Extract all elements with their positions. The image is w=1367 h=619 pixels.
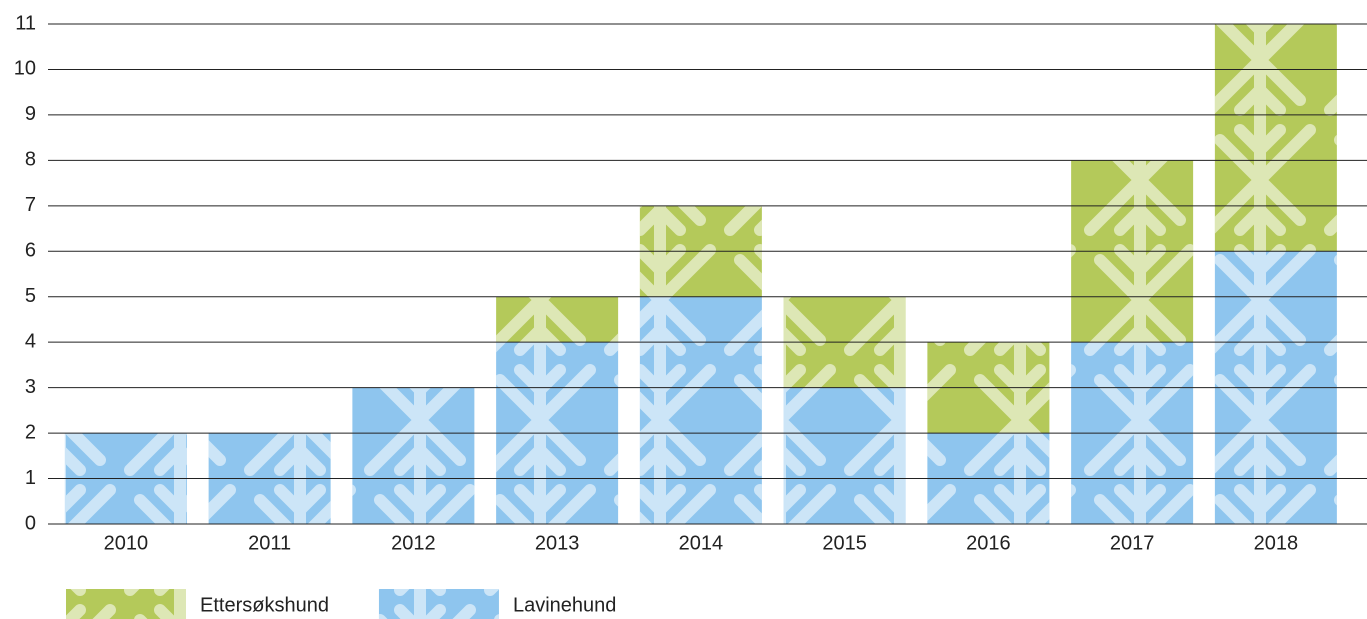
- y-tick-label: 8: [25, 149, 36, 171]
- x-tick-label: 2018: [1254, 532, 1299, 554]
- x-tick-label: 2010: [104, 532, 149, 554]
- bar-pattern: [496, 297, 618, 342]
- x-tick-label: 2013: [535, 532, 580, 554]
- bar-pattern: [640, 297, 762, 524]
- x-tick-label: 2011: [248, 532, 291, 554]
- y-tick-label: 9: [25, 103, 36, 125]
- y-tick-label: 6: [25, 240, 36, 262]
- y-tick-label: 3: [25, 376, 36, 398]
- y-tick-label: 11: [15, 12, 36, 34]
- y-tick-label: 0: [25, 512, 36, 534]
- legend-label: Ettersøkshund: [200, 594, 329, 616]
- bar-pattern: [352, 388, 474, 524]
- y-tick-label: 2: [25, 421, 36, 443]
- legend-label: Lavinehund: [513, 594, 616, 616]
- y-tick-label: 7: [25, 194, 36, 216]
- y-tick-label: 5: [25, 285, 36, 307]
- y-tick-label: 1: [25, 467, 36, 489]
- legend-swatch-pattern: [66, 589, 186, 619]
- bar-pattern: [1215, 24, 1337, 251]
- y-tick-label: 4: [25, 330, 36, 352]
- y-tick-label: 10: [14, 58, 36, 80]
- bar-pattern: [784, 388, 906, 524]
- x-tick-label: 2015: [822, 532, 867, 554]
- x-tick-label: 2017: [1110, 532, 1155, 554]
- x-tick-label: 2014: [679, 532, 724, 554]
- x-tick-label: 2016: [966, 532, 1011, 554]
- chart: 2010 2011 2012 2013 2014 2015 2016 2017 2018 0 1 2 3…: [0, 0, 1367, 619]
- x-tick-label: 2012: [391, 532, 436, 554]
- legend-swatch-pattern: [379, 589, 499, 619]
